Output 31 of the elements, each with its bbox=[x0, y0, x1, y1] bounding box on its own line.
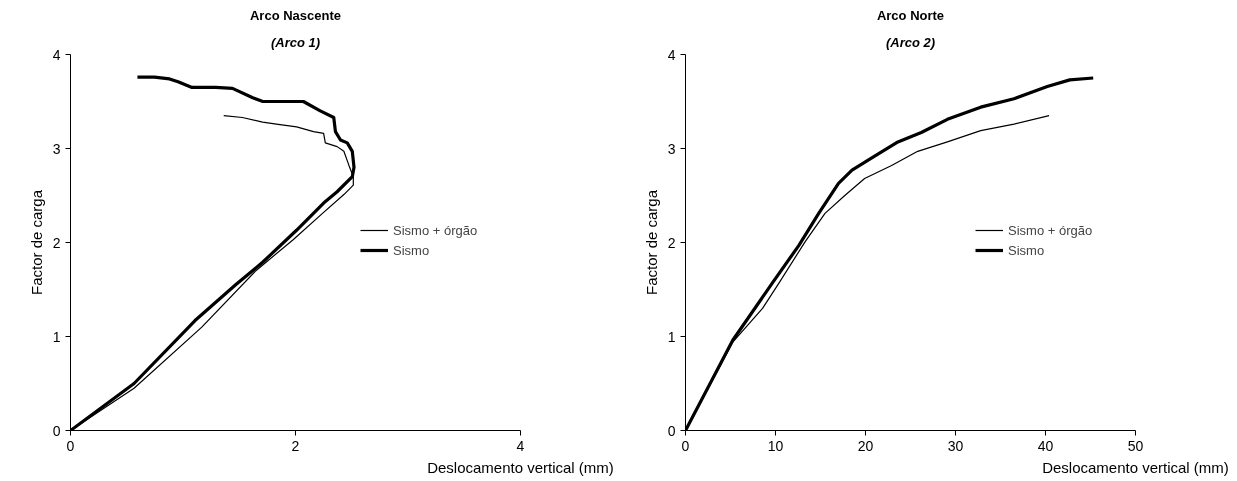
x-tick-label: 0 bbox=[681, 437, 690, 454]
y-tick-label: 2 bbox=[667, 234, 676, 251]
legend-label: Sismo bbox=[1008, 242, 1045, 258]
y-tick-label: 4 bbox=[52, 46, 61, 63]
x-tick-label: 0 bbox=[66, 437, 75, 454]
x-tick-label: 30 bbox=[947, 437, 964, 454]
y-tick-label: 0 bbox=[52, 422, 61, 439]
x-tick-label: 20 bbox=[857, 437, 874, 454]
legend-label: Sismo bbox=[393, 242, 430, 258]
y-axis-title: Factor de carga bbox=[642, 189, 660, 296]
chart-subtitle: (Arco 1) bbox=[270, 34, 321, 50]
x-tick-label: 10 bbox=[767, 437, 784, 454]
legend-label: Sismo + órgão bbox=[393, 222, 478, 238]
x-tick-label: 40 bbox=[1037, 437, 1054, 454]
x-tick-label: 4 bbox=[516, 437, 525, 454]
chart-title: Arco Nascente bbox=[249, 7, 342, 23]
y-axis-title: Factor de carga bbox=[27, 189, 45, 296]
legend-label: Sismo + órgão bbox=[1008, 222, 1093, 238]
x-tick-label: 50 bbox=[1127, 437, 1144, 454]
y-tick-label: 2 bbox=[52, 234, 61, 251]
y-tick-label: 0 bbox=[667, 422, 676, 439]
x-axis-title: Deslocamento vertical (mm) bbox=[427, 458, 614, 476]
y-tick-label: 1 bbox=[667, 328, 676, 345]
chart-subtitle: (Arco 2) bbox=[885, 34, 936, 50]
chart-title: Arco Norte bbox=[876, 7, 945, 23]
y-tick-label: 1 bbox=[52, 328, 61, 345]
y-tick-label: 3 bbox=[667, 140, 676, 157]
y-tick-label: 3 bbox=[52, 140, 61, 157]
y-tick-label: 4 bbox=[667, 46, 676, 63]
x-tick-label: 2 bbox=[291, 437, 300, 454]
x-axis-title: Deslocamento vertical (mm) bbox=[1042, 458, 1229, 476]
